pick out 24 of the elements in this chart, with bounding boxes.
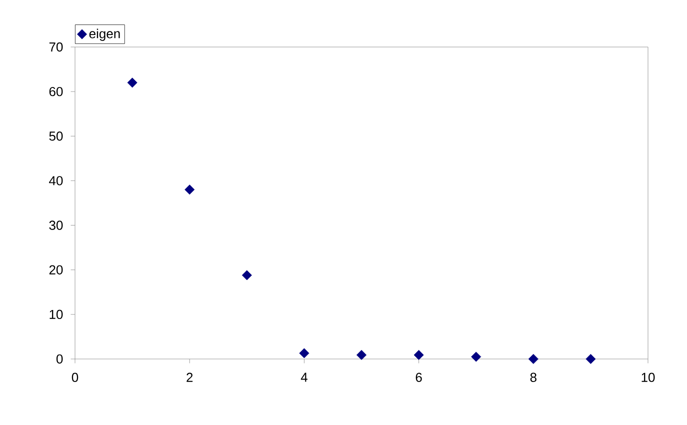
point <box>242 270 252 280</box>
point <box>184 184 195 195</box>
point <box>586 354 596 364</box>
y-tick-label: 10 <box>50 310 63 320</box>
y-tick-label: 20 <box>49 265 63 274</box>
point <box>414 350 424 360</box>
x-tick-label: 8 <box>530 372 536 382</box>
y-tick-label: 50 <box>49 132 63 141</box>
y-tick-label: 60 <box>49 86 63 96</box>
y-tick-label: 30 <box>49 220 63 230</box>
point <box>299 348 310 358</box>
x-tick-label: 4 <box>300 372 308 382</box>
point <box>528 354 538 364</box>
x-tick-label: 6 <box>416 372 422 382</box>
x-tick-label: 10 <box>642 372 655 382</box>
x-tick-label: 2 <box>186 372 193 382</box>
y-tick-label: 70 <box>49 42 63 52</box>
point <box>127 78 138 88</box>
point <box>356 350 367 360</box>
point <box>471 352 482 362</box>
y-tick-label: 40 <box>49 176 63 186</box>
legend-label: eigen <box>89 28 120 41</box>
y-tick-label: 0 <box>56 354 63 364</box>
x-tick-label: 0 <box>72 372 78 382</box>
